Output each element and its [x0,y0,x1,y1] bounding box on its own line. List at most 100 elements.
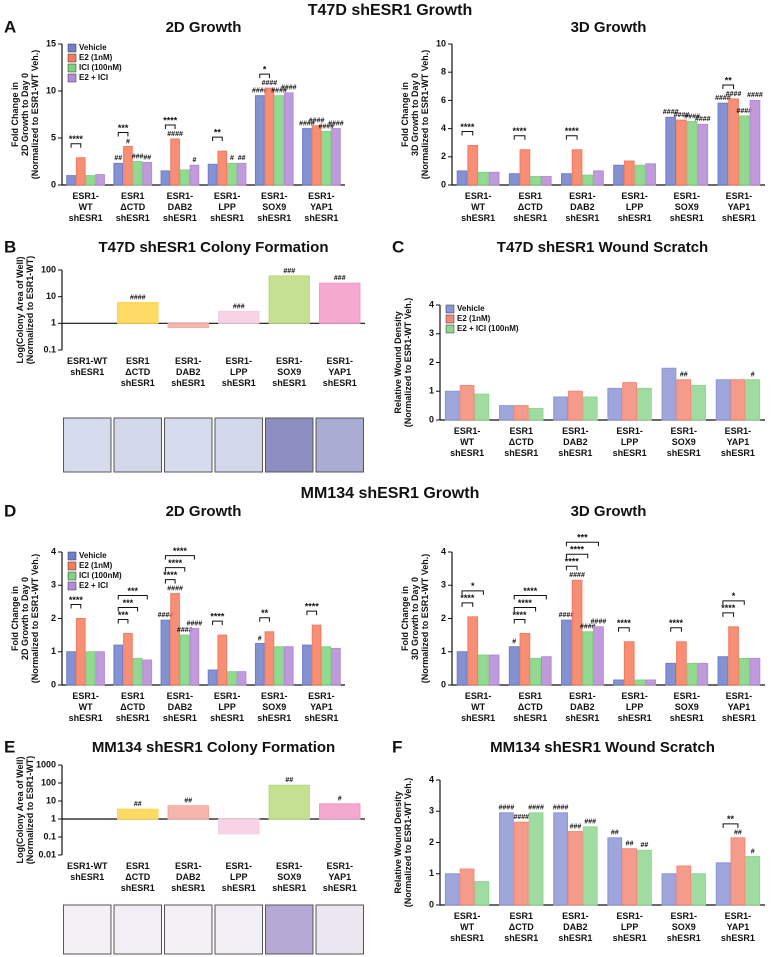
significance-hash: #### [580,624,596,631]
bar [697,123,709,186]
bar [123,145,133,186]
significance-label: *** [577,533,588,543]
significance-label: **** [565,126,580,136]
bar [274,646,284,686]
legend-entry: E2 + ICI [79,581,108,590]
y-tick-label: 4 [441,123,446,133]
chart-title: 2D Growth [166,19,242,36]
significance-label: **** [210,612,225,622]
x-tick-label: ESR1-DAB2 shESR1 [163,691,197,723]
colony-well-image [63,417,112,473]
bar [488,654,500,686]
comparison-bracket [164,567,186,572]
significance-label: **** [518,598,533,608]
panel-letter: D [4,501,16,520]
bar [730,379,746,421]
bar [636,849,652,906]
bar [622,848,637,906]
y-axis-label: Relative Wound Density(Normalized to ESR… [393,778,413,908]
significance-label: ** [214,128,222,138]
bar [319,803,361,820]
y-tick-label: 1 [429,868,434,878]
bar [561,173,572,186]
y-tick-label: 0 [51,179,56,189]
significance-hash: #### [262,80,278,87]
comparison-bracket [565,565,578,571]
x-tick-label: ESR1 ΔCTD shESR1 [504,426,538,458]
bar [66,175,76,186]
bar [217,634,228,686]
bar [85,175,96,186]
significance-label: **** [669,618,684,628]
legend-entry: Vehicle [79,43,107,52]
bar [132,657,143,686]
colony-well-image [214,904,263,955]
bar [715,379,731,421]
significance-label: **** [617,618,632,628]
bar [661,367,677,421]
y-tick-label: 3 [429,806,434,816]
y-tick-label: 2 [51,613,56,623]
bar [593,170,604,186]
y-tick-label: 2 [429,357,434,367]
significance-hash: #### [328,120,344,127]
y-tick-label: 4 [429,299,434,309]
comparison-bracket [722,823,739,828]
bar [478,171,489,186]
significance-hash: #### [252,88,268,95]
colony-well-image [113,417,162,473]
bar [274,95,284,186]
x-tick-label: ESR1 ΔCTD shESR1 [116,691,150,723]
bar [319,282,361,324]
bar [268,275,310,324]
significance-label: ** [727,814,735,824]
x-tick-label: ESR1-LPP shESR1 [613,426,647,458]
x-tick-label: ESR1-SOX9 shESR1 [272,861,306,893]
bar [508,646,520,686]
y-tick-label: 0 [441,679,446,689]
y-tick-label: 100 [41,777,56,787]
significance-hash: #### [499,805,515,812]
y-tick-label: 5 [51,132,56,142]
bar [331,128,341,186]
legend-swatch [445,324,455,334]
comparison-bracket [117,131,129,137]
x-tick-label: ESR1-WT shESR1 [461,691,495,723]
significance-hash: #### [187,620,203,627]
significance-label: **** [163,570,178,580]
y-tick-label: 1 [51,646,56,656]
significance-hash: #### [663,109,679,116]
legend-entry: Vehicle [79,551,107,560]
legend-entry: E2 (1nM) [79,561,113,570]
colony-well-image [113,904,162,955]
bar [75,618,86,686]
y-tick-label: 2 [441,151,446,161]
bar [499,812,514,906]
panel-letter: A [4,17,16,36]
bar [528,812,544,906]
bar [582,174,594,186]
legend-swatch [67,73,77,83]
significance-hash: #### [715,95,731,102]
panel-letter: E [4,737,15,756]
x-tick-label: ESR1-DAB2 shESR1 [171,861,205,893]
significance-hash: #### [674,112,690,119]
bar [321,646,332,686]
chart-title: T47D shESR1 Wound Scratch [497,239,708,256]
significance-hash: ## [680,372,688,379]
y-tick-label: 0 [51,679,56,689]
bar [117,808,159,820]
legend-swatch [67,551,77,561]
section-title: T47D shESR1 Growth [308,2,472,19]
y-tick-label: 0.1 [43,344,56,354]
bar [528,408,544,421]
y-tick-label: 1 [51,318,56,328]
significance-label: **** [168,558,183,568]
significance-hash: ### [334,275,346,282]
y-tick-label: 15 [46,38,56,48]
legend-swatch [445,304,455,314]
x-tick-label: ESR1-YAP1 shESR1 [323,356,357,388]
significance-hash: #### [591,619,607,626]
x-tick-label: ESR1-SOX9 shESR1 [257,691,291,723]
bar [636,387,652,421]
